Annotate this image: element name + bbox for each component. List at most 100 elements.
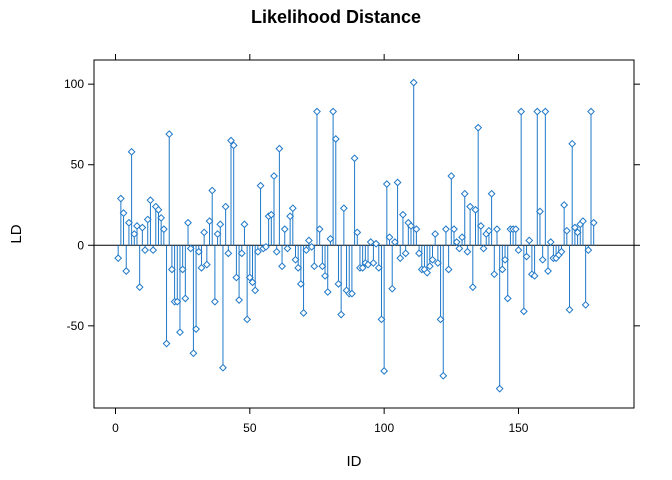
data-point [522, 252, 531, 261]
data-point [181, 294, 190, 303]
data-point [514, 246, 523, 255]
x-tick-label: 0 [112, 421, 119, 435]
data-point [125, 218, 133, 227]
data-point [401, 249, 410, 258]
data-point [143, 215, 152, 224]
data-point [380, 367, 389, 375]
data-point [192, 325, 200, 333]
data-point [194, 247, 203, 256]
data-point [431, 230, 440, 238]
data-point [210, 297, 219, 306]
data-point [474, 123, 483, 132]
data-point [122, 267, 131, 275]
data-point [412, 225, 421, 234]
data-point [219, 363, 227, 372]
y-tick-label: 50 [71, 158, 85, 172]
data-point [141, 246, 149, 255]
data-point [116, 194, 125, 203]
data-point [138, 223, 147, 232]
data-point [587, 107, 595, 116]
data-point [283, 244, 292, 253]
data-point [407, 222, 415, 230]
data-point [337, 310, 346, 319]
data-point [135, 283, 144, 292]
data-point [307, 242, 316, 251]
data-point [127, 147, 136, 156]
data-point [159, 225, 168, 234]
data-point [433, 259, 442, 267]
data-point [428, 255, 437, 264]
y-axis-label: LD [8, 224, 25, 243]
x-tick-label: 150 [508, 421, 528, 435]
data-point [176, 328, 184, 337]
data-point [310, 262, 319, 271]
data-point [245, 273, 254, 282]
data-point [331, 135, 340, 143]
data-point [329, 107, 338, 116]
data-point [291, 255, 300, 264]
data-point [353, 228, 362, 237]
data-point [294, 263, 303, 272]
data-point [442, 225, 450, 234]
data-point [146, 196, 155, 205]
data-point [579, 217, 587, 226]
data-point [460, 189, 469, 198]
data-point [240, 220, 249, 229]
data-point [119, 209, 128, 217]
data-point [541, 107, 550, 116]
data-point [323, 288, 332, 296]
data-point [168, 265, 176, 274]
data-point [533, 107, 542, 116]
data-point [197, 263, 206, 272]
data-point [251, 286, 260, 295]
data-point [589, 218, 598, 227]
data-point [374, 263, 383, 272]
data-point [530, 271, 539, 280]
data-point [248, 278, 257, 287]
data-point [409, 78, 418, 87]
data-point [184, 218, 192, 227]
data-point [173, 297, 182, 306]
data-point [227, 136, 235, 145]
y-tick-label: 100 [64, 77, 84, 91]
data-point [237, 249, 246, 258]
data-points [114, 78, 598, 393]
data-point [396, 254, 405, 263]
data-point [503, 294, 512, 303]
data-point [256, 181, 265, 190]
data-point [517, 107, 526, 116]
data-point [162, 339, 171, 348]
data-point [350, 154, 359, 163]
data-point [270, 172, 278, 180]
data-point [511, 225, 520, 234]
data-point [498, 265, 507, 274]
data-point [570, 223, 579, 232]
data-point [485, 226, 493, 235]
data-point [208, 186, 217, 195]
data-point [157, 213, 166, 222]
data-point [447, 172, 456, 180]
data-point [358, 263, 367, 272]
data-point [235, 296, 243, 304]
data-point [463, 247, 472, 256]
data-point [439, 371, 448, 380]
data-point [452, 238, 461, 246]
x-tick-label: 50 [243, 421, 257, 435]
data-point [178, 265, 187, 274]
data-point [501, 255, 509, 264]
data-point [372, 239, 380, 248]
y-tick-label: -50 [67, 319, 85, 333]
data-point [189, 349, 198, 358]
data-point [321, 271, 329, 280]
data-point [476, 222, 485, 230]
data-point [221, 202, 230, 211]
data-point [382, 180, 391, 188]
data-point [315, 225, 324, 234]
data-point [495, 384, 504, 393]
data-point [275, 144, 284, 153]
data-point [366, 238, 375, 246]
data-point [339, 204, 348, 213]
chart-title: Likelihood Distance [251, 7, 421, 27]
data-point [369, 259, 378, 267]
